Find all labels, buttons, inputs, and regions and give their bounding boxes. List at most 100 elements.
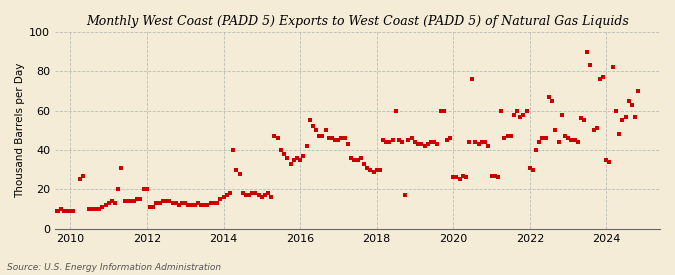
Point [237, 191, 248, 196]
Point [205, 201, 216, 205]
Point [495, 108, 506, 113]
Point [43, 209, 53, 213]
Point [572, 140, 583, 144]
Point [451, 175, 462, 180]
Point [240, 193, 251, 197]
Point [282, 156, 293, 160]
Point [55, 207, 66, 211]
Point [560, 134, 570, 138]
Point [199, 203, 210, 207]
Point [116, 166, 127, 170]
Point [256, 195, 267, 199]
Point [68, 209, 79, 213]
Point [448, 175, 458, 180]
Point [218, 195, 229, 199]
Point [585, 63, 596, 68]
Point [352, 158, 363, 162]
Point [595, 77, 605, 81]
Point [473, 142, 484, 146]
Point [598, 75, 609, 79]
Point [432, 142, 443, 146]
Point [429, 140, 439, 144]
Point [569, 138, 580, 142]
Point [288, 158, 299, 162]
Point [167, 201, 178, 205]
Point [483, 144, 494, 148]
Point [406, 136, 417, 140]
Point [49, 209, 59, 213]
Point [502, 134, 513, 138]
Point [310, 128, 321, 133]
Point [412, 142, 423, 146]
Point [416, 142, 427, 146]
Point [524, 166, 535, 170]
Point [247, 191, 258, 196]
Point [138, 187, 149, 191]
Point [547, 98, 558, 103]
Point [321, 128, 331, 133]
Point [157, 199, 168, 203]
Point [358, 161, 369, 166]
Point [180, 201, 190, 205]
Point [52, 209, 63, 213]
Point [589, 128, 599, 133]
Point [342, 142, 353, 146]
Point [215, 197, 226, 201]
Point [541, 136, 551, 140]
Point [132, 197, 142, 201]
Point [62, 209, 73, 213]
Point [84, 207, 95, 211]
Point [65, 209, 76, 213]
Point [578, 118, 589, 123]
Point [441, 138, 452, 142]
Point [304, 118, 315, 123]
Point [630, 114, 641, 119]
Point [285, 161, 296, 166]
Point [400, 193, 411, 197]
Point [460, 175, 471, 180]
Point [327, 136, 338, 140]
Point [349, 158, 360, 162]
Point [336, 136, 347, 140]
Point [186, 203, 197, 207]
Point [154, 201, 165, 205]
Point [259, 193, 270, 197]
Point [202, 203, 213, 207]
Point [317, 134, 327, 138]
Point [301, 144, 312, 148]
Point [620, 114, 631, 119]
Point [250, 191, 261, 196]
Point [534, 140, 545, 144]
Point [36, 209, 47, 213]
Point [135, 197, 146, 201]
Point [553, 140, 564, 144]
Point [100, 203, 111, 207]
Point [543, 95, 554, 99]
Point [375, 167, 385, 172]
Point [103, 201, 114, 205]
Point [515, 114, 526, 119]
Point [59, 209, 70, 213]
Point [387, 138, 398, 142]
Point [410, 140, 421, 144]
Point [333, 138, 344, 142]
Point [458, 173, 468, 178]
Point [275, 148, 286, 152]
Point [97, 205, 107, 209]
Point [234, 171, 245, 176]
Point [225, 191, 236, 196]
Point [617, 118, 628, 123]
Point [94, 207, 105, 211]
Point [110, 201, 121, 205]
Point [253, 193, 264, 197]
Point [355, 156, 366, 160]
Point [298, 154, 308, 158]
Point [591, 126, 602, 131]
Point [46, 209, 57, 213]
Point [518, 112, 529, 117]
Point [537, 136, 548, 140]
Point [626, 103, 637, 107]
Point [531, 148, 542, 152]
Point [489, 173, 500, 178]
Point [506, 134, 516, 138]
